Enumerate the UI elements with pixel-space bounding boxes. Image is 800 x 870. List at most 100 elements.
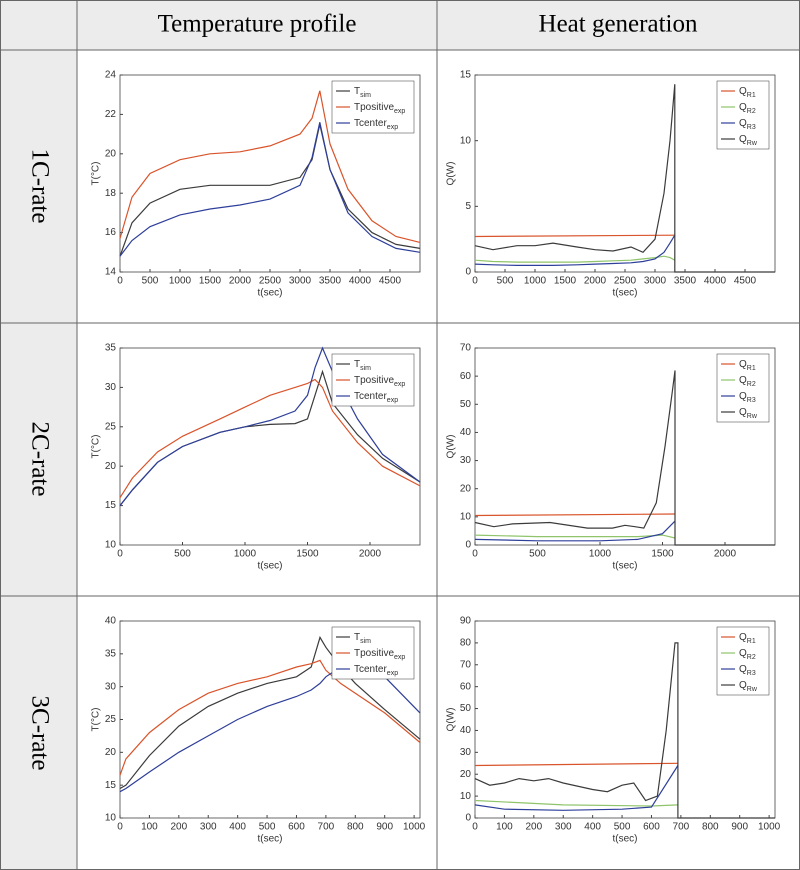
y-tick-label: 40 <box>105 616 117 627</box>
data-line <box>474 234 676 266</box>
y-tick-label: 25 <box>105 714 117 725</box>
x-tick-label: 4000 <box>704 276 727 287</box>
legend-name: Q <box>739 375 747 386</box>
legend-label: QR1 <box>739 359 756 372</box>
x-tick-label: 100 <box>141 822 158 833</box>
y-tick-label: 30 <box>460 455 472 466</box>
legend-box <box>716 353 770 423</box>
y-tick-label: 30 <box>460 747 472 758</box>
legend-subscript: exp <box>387 670 398 677</box>
x-tick-label: 4500 <box>379 276 402 287</box>
y-axis-label: Q(W) <box>446 435 457 459</box>
x-tick-label: 2000 <box>584 276 607 287</box>
legend-subscript: exp <box>394 108 405 115</box>
legend-subscript: R2 <box>747 108 756 115</box>
y-tick-label: 10 <box>105 813 117 824</box>
x-tick-label: 1000 <box>169 276 192 287</box>
data-line <box>474 765 679 811</box>
legend-label: Tsim <box>354 86 371 99</box>
x-tick-label: 0 <box>117 822 123 833</box>
x-tick-label: 1500 <box>199 276 222 287</box>
x-tick-label: 500 <box>174 549 191 560</box>
legend-label: Tsim <box>354 632 371 645</box>
legend-name: T <box>354 632 360 643</box>
legend-label: Tsim <box>354 359 371 372</box>
y-axis-label: Q(W) <box>446 708 457 732</box>
x-tick-label: 4000 <box>349 276 372 287</box>
y-tick-label: 80 <box>460 638 472 649</box>
y-axis-label: T(°C) <box>91 162 102 186</box>
x-tick-label: 300 <box>200 822 217 833</box>
legend-subscript: exp <box>394 381 405 388</box>
data-line <box>474 642 775 819</box>
legend-label: QRw <box>739 134 758 147</box>
row-label: 1C-rate <box>26 149 53 224</box>
legend-subscript: sim <box>360 638 371 645</box>
legend-name: Tcenter <box>354 118 387 129</box>
x-tick-label: 1000 <box>403 822 426 833</box>
legend-label: QR3 <box>739 391 756 404</box>
data-line <box>474 799 678 807</box>
x-tick-label: 600 <box>643 822 660 833</box>
x-tick-label: 1500 <box>651 549 674 560</box>
y-axis-label: T(°C) <box>91 708 102 732</box>
data-line <box>474 255 676 263</box>
legend-label: Tpositiveexp <box>354 648 405 661</box>
y-tick-label: 20 <box>105 747 117 758</box>
legend-label: QR2 <box>739 375 756 388</box>
x-tick-label: 0 <box>472 276 478 287</box>
row-label-background <box>0 50 77 870</box>
data-line <box>474 513 676 517</box>
y-tick-label: 0 <box>465 813 471 824</box>
y-tick-label: 70 <box>460 659 472 670</box>
legend-name: Q <box>739 407 747 418</box>
x-tick-label: 1000 <box>758 822 781 833</box>
data-line <box>474 370 775 546</box>
x-tick-label: 2500 <box>614 276 637 287</box>
legend-label: QRw <box>739 680 758 693</box>
y-tick-label: 18 <box>105 188 117 199</box>
legend-name: Tpositive <box>354 648 394 659</box>
data-line <box>474 234 675 238</box>
x-axis-label: t(sec) <box>258 288 283 299</box>
y-tick-label: 0 <box>465 267 471 278</box>
y-tick-label: 15 <box>460 70 472 81</box>
y-tick-label: 35 <box>105 648 117 659</box>
legend-name: Q <box>739 391 747 402</box>
x-tick-label: 2000 <box>714 549 737 560</box>
legend-box <box>716 80 770 150</box>
x-axis-label: t(sec) <box>258 561 283 572</box>
legend-name: Q <box>739 680 747 691</box>
y-tick-label: 90 <box>460 616 472 627</box>
legend-box <box>331 353 415 407</box>
y-tick-label: 25 <box>105 421 117 432</box>
legend-label: Tpositiveexp <box>354 102 405 115</box>
x-tick-label: 3000 <box>289 276 312 287</box>
legend-name: Q <box>739 632 747 643</box>
legend-label: Tcenterexp <box>354 391 398 404</box>
x-tick-label: 900 <box>731 822 748 833</box>
x-tick-label: 700 <box>318 822 335 833</box>
legend-name: Q <box>739 102 747 113</box>
x-tick-label: 1000 <box>589 549 612 560</box>
legend-subscript: sim <box>360 365 371 372</box>
x-axis-label: t(sec) <box>613 288 638 299</box>
legend-subscript: R1 <box>747 365 756 372</box>
data-line <box>119 659 421 776</box>
x-tick-label: 2500 <box>259 276 282 287</box>
y-tick-label: 30 <box>105 681 117 692</box>
legend-name: Tpositive <box>354 375 394 386</box>
legend-subscript: R3 <box>747 124 756 131</box>
x-tick-label: 100 <box>496 822 513 833</box>
data-line <box>119 122 421 257</box>
data-line <box>119 378 421 499</box>
legend-label: Tpositiveexp <box>354 375 405 388</box>
y-tick-label: 60 <box>460 681 472 692</box>
x-tick-label: 900 <box>376 822 393 833</box>
data-line <box>474 520 676 542</box>
x-tick-label: 2000 <box>359 549 382 560</box>
legend-label: QRw <box>739 407 758 420</box>
legend-box <box>716 626 770 696</box>
y-tick-label: 70 <box>460 343 472 354</box>
